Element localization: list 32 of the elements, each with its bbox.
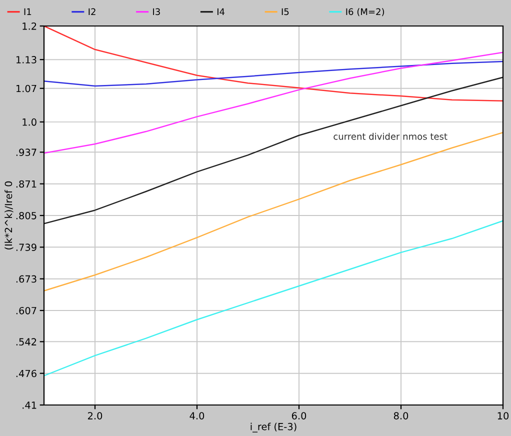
y-tick-label: .871 — [16, 180, 36, 188]
legend-label: I4 — [217, 8, 225, 15]
x-axis-title: i_ref (E-3) — [250, 422, 296, 432]
line-series — [44, 132, 503, 292]
line-series — [44, 220, 503, 376]
legend-label: I3 — [153, 8, 160, 16]
x-tick-label: 6.0 — [292, 412, 306, 420]
legend-label: I6 (M=2) — [346, 8, 384, 16]
y-tick-label: .739 — [16, 244, 36, 251]
y-tick-label: .673 — [16, 275, 36, 283]
y-tick-label: 1.07 — [16, 84, 36, 92]
y-tick-label: .607 — [16, 306, 36, 314]
annotation: current divider nmos test — [334, 132, 448, 140]
y-tick-label: 1.13 — [16, 56, 36, 64]
legend-label: I1 — [24, 8, 32, 15]
y-tick-label: 1.2 — [22, 22, 36, 30]
y-tick-label: .805 — [16, 212, 36, 220]
x-tick-label: 8.0 — [394, 412, 408, 420]
y-tick-label: 1.0 — [22, 118, 36, 126]
y-tick-label: .41 — [22, 402, 36, 409]
line-series — [44, 60, 503, 87]
y-tick-label: .476 — [16, 370, 36, 378]
legend-label: I2 — [88, 8, 96, 15]
line-series — [44, 52, 503, 154]
y-axis-title: (Ik*2^k)/Iref 0 — [4, 181, 14, 250]
line-series — [44, 76, 503, 224]
y-tick-label: .937 — [16, 148, 36, 156]
y-tick-label: .542 — [16, 338, 36, 346]
x-tick-label: 2.0 — [88, 412, 102, 420]
x-tick-label: 10 — [498, 412, 509, 420]
legend-label: I5 — [282, 8, 289, 16]
x-tick-label: 4.0 — [190, 412, 204, 420]
